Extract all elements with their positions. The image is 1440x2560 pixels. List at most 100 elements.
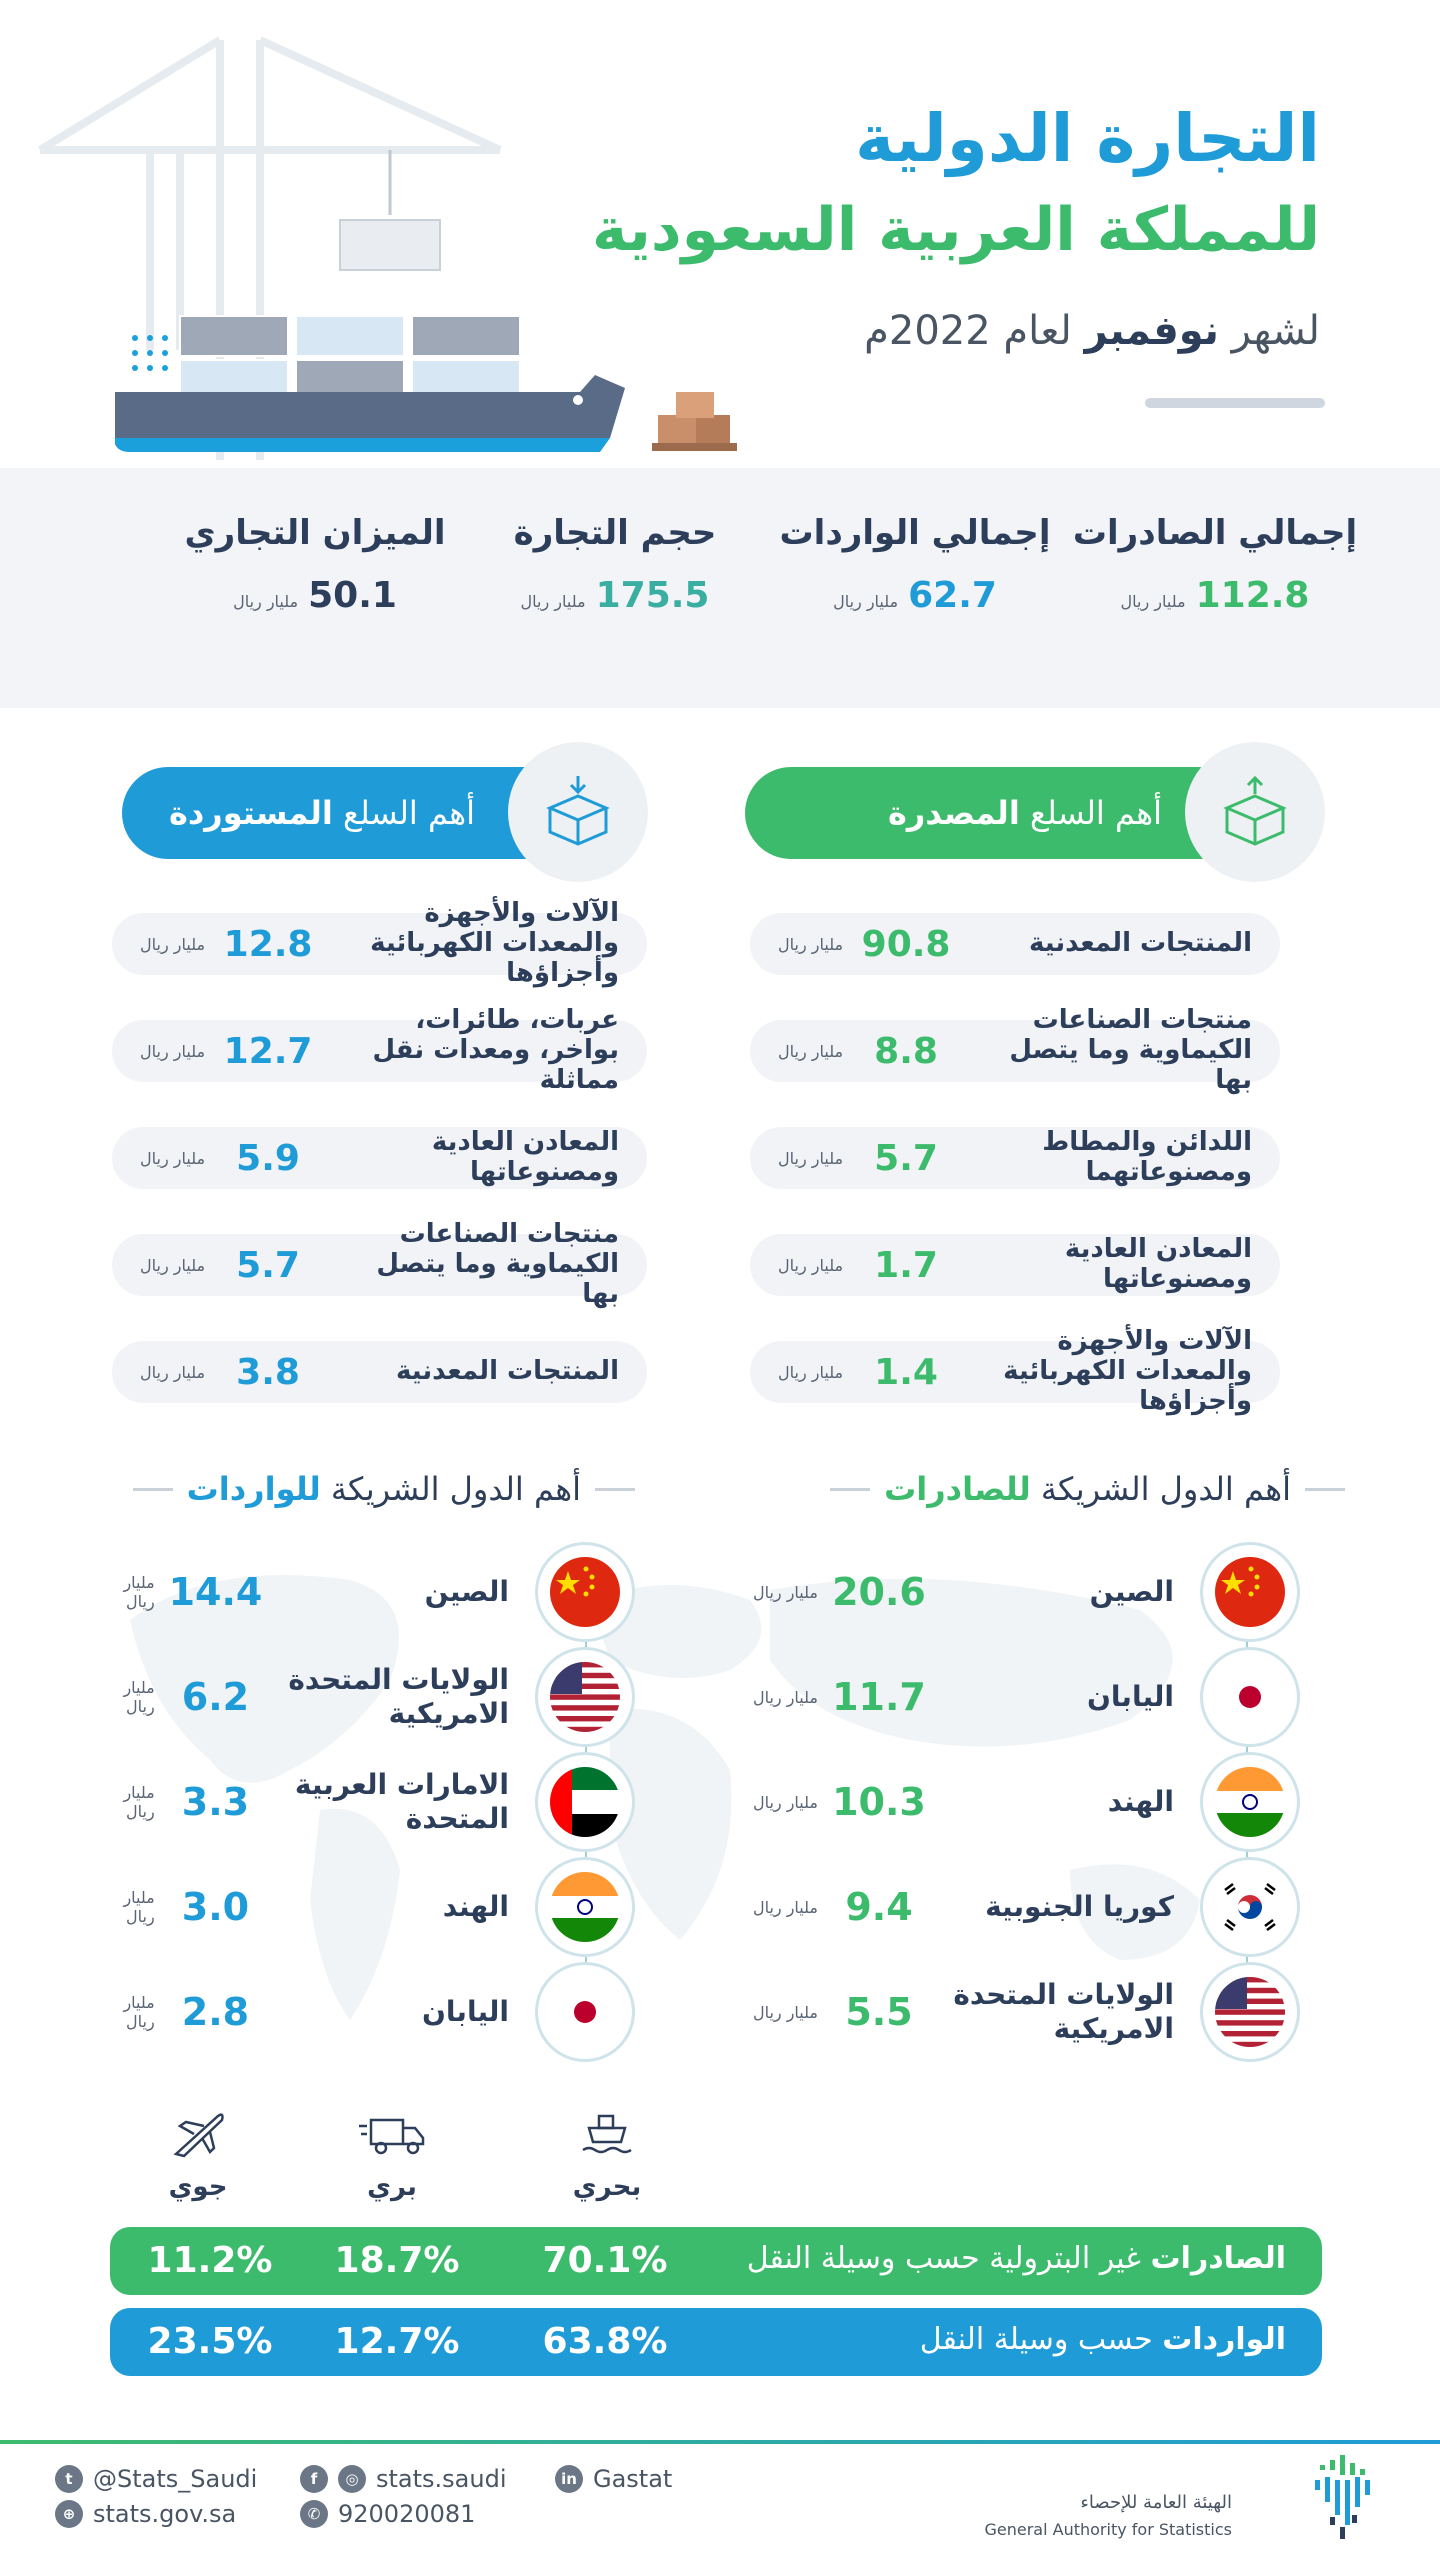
india-flag-icon (1215, 1767, 1285, 1837)
export-partner-item: كوريا الجنوبية 9.4 مليار ريال (740, 1857, 1300, 1957)
org-name-english: General Authority for Statistics (984, 2520, 1232, 2539)
unit-label: مليار ريال (778, 1148, 844, 1168)
stat-imports: إجمالي الواردات 62.7 مليار ريال (770, 513, 1060, 616)
unit-label: مليار ريال (140, 1041, 206, 1061)
footer-website[interactable]: ⊕ stats.gov.sa (55, 2500, 236, 2528)
export-good-value: 5.7 (874, 1137, 938, 1179)
footer-website-text: stats.gov.sa (93, 2500, 237, 2528)
stat-imports-label: إجمالي الواردات (779, 513, 1051, 553)
stat-trade-balance: الميزان التجاري 50.1 مليار ريال (170, 513, 460, 616)
ship-icon (582, 2114, 632, 2154)
flag-frame (535, 1542, 635, 1642)
import-good-name: المنتجات المعدنية (396, 1356, 619, 1387)
footer-phone[interactable]: ✆ 920020081 (300, 2500, 475, 2528)
export-partners-title: أهم الدول الشريكة للصادرات (830, 1470, 1345, 1508)
stat-unit: مليار ريال (1120, 592, 1186, 611)
export-good-name: اللدائن والمطاط ومصنوعاتهما (1042, 1127, 1252, 1187)
title-dash (595, 1487, 635, 1491)
instagram-icon: ◎ (338, 2465, 366, 2493)
export-partner-item: الهند 10.3 مليار ريال (740, 1752, 1300, 1852)
world-map-background (130, 1575, 1200, 2020)
mode-air: جوي (143, 2110, 253, 2202)
export-good-name: المنتجات المعدنية (1029, 928, 1252, 959)
flag-frame (1200, 1962, 1300, 2062)
import-good-name: عربات، طائرات، بواخر، ومعدات نقل مماثلة (372, 1005, 619, 1095)
exports-transport-bar: الصادرات غير البترولية حسب وسيلة النقل 7… (110, 2227, 1322, 2295)
exports-transport-label-rest: غير البترولية حسب وسيلة النقل (746, 2241, 1141, 2276)
export-good-value: 1.4 (874, 1351, 938, 1393)
unit-label: مليار ريال (752, 2002, 818, 2022)
flag-frame (1200, 1857, 1300, 1957)
import-good-value: 5.9 (236, 1137, 300, 1179)
import-good-name: منتجات الصناعات الكيماوية وما يتصل بها (376, 1219, 619, 1309)
org-name-arabic: الهيئة العامة للإحصاء (1080, 2492, 1232, 2513)
south-korea-flag-icon (1215, 1872, 1285, 1942)
stat-exports-value: 112.8 (1195, 575, 1310, 616)
export-partner-name: الهند (1107, 1785, 1174, 1819)
export-good-item: الآلات والأجهزة والمعدات الكهربائية وأجز… (750, 1326, 1280, 1416)
exported-goods-title-bold: المصدرة (888, 794, 1020, 832)
export-good-value: 8.8 (874, 1030, 938, 1072)
unit-label: مليار ريال (752, 1582, 818, 1602)
import-good-name: المعادن العادية ومصنوعاتها (431, 1127, 619, 1187)
import-partner-item: اليابان 2.8 مليار ريال (90, 1962, 635, 2062)
export-good-value: 90.8 (861, 923, 951, 965)
exports-transport-label: الصادرات غير البترولية حسب وسيلة النقل (747, 2241, 1286, 2276)
stat-trade-balance-label: الميزان التجاري (184, 513, 446, 553)
footer-phone-number: 920020081 (338, 2500, 476, 2528)
import-good-item: عربات، طائرات، بواخر، ومعدات نقل مماثلة … (112, 1005, 647, 1095)
phone-icon: ✆ (300, 2500, 328, 2528)
unit-label: مليار ريال (778, 934, 844, 954)
unit-label: مليار ريال (752, 1687, 818, 1707)
page-title: التجارة الدولية (855, 100, 1320, 177)
export-good-value: 1.7 (874, 1244, 938, 1286)
import-partner-item: الصين 14.4 مليار ريال (90, 1542, 635, 1642)
export-good-name: الآلات والأجهزة والمعدات الكهربائية وأجز… (1003, 1326, 1252, 1416)
footer-social-handle: stats.saudi (376, 2465, 507, 2493)
unit-label: مليار ريال (123, 1678, 155, 1716)
stat-imports-value: 62.7 (908, 575, 997, 616)
import-partner-item: الامارات العربية المتحدة 3.3 مليار ريال (90, 1752, 635, 1852)
title-dash (1305, 1487, 1345, 1491)
footer-linkedin-handle: Gastat (593, 2465, 673, 2493)
page-subtitle-country: للمملكة العربية السعودية (591, 195, 1320, 265)
import-partner-name: الولايات المتحدة الامريكية (288, 1663, 509, 1730)
exports-sea-percent: 70.1% (542, 2240, 668, 2281)
import-partners-title-bold: للواردات (186, 1470, 321, 1508)
import-partner-value: 6.2 (181, 1675, 250, 1719)
import-partners-title: أهم الدول الشريكة للواردات (132, 1470, 635, 1508)
import-good-item: منتجات الصناعات الكيماوية وما يتصل بها 5… (112, 1219, 647, 1309)
footer-twitter[interactable]: t @Stats_Saudi (55, 2465, 257, 2493)
unit-label: مليار ريال (140, 1148, 206, 1168)
exports-land-percent: 18.7% (334, 2240, 460, 2281)
globe-icon: ⊕ (55, 2500, 83, 2528)
flag-frame (1200, 1647, 1300, 1747)
uae-flag-icon (550, 1767, 620, 1837)
export-good-item: المنتجات المعدنية 90.8 مليار ريال (750, 913, 1280, 975)
stat-trade-volume: حجم التجارة 175.5 مليار ريال (470, 513, 760, 616)
flag-frame (1200, 1752, 1300, 1852)
import-good-value: 3.8 (236, 1351, 300, 1393)
export-partner-name: الصين (1089, 1575, 1174, 1609)
import-partner-item: الولايات المتحدة الامريكية 6.2 مليار ريا… (90, 1647, 635, 1747)
import-good-item: المعادن العادية ومصنوعاتها 5.9 مليار ريا… (112, 1127, 647, 1189)
import-good-name: الآلات والأجهزة والمعدات الكهربائية وأجز… (370, 898, 619, 988)
export-good-item: منتجات الصناعات الكيماوية وما يتصل بها 8… (750, 1005, 1280, 1095)
footer-linkedin[interactable]: in Gastat (555, 2465, 672, 2493)
export-good-name: منتجات الصناعات الكيماوية وما يتصل بها (1009, 1005, 1252, 1095)
export-partner-name: الولايات المتحدة الامريكية (953, 1978, 1174, 2045)
japan-flag-icon (1215, 1662, 1285, 1732)
truck-icon (359, 2118, 425, 2155)
unit-label: مليار ريال (123, 1993, 155, 2031)
imports-transport-label-bold: الواردات (1162, 2322, 1286, 2357)
export-partners-title-bold: للصادرات (884, 1470, 1031, 1508)
footer-social[interactable]: f ◎ stats.saudi (300, 2465, 507, 2493)
import-good-value: 12.8 (223, 923, 313, 965)
flag-frame (535, 1857, 635, 1957)
china-flag-icon (550, 1557, 620, 1627)
export-partner-value: 20.6 (832, 1570, 926, 1614)
imports-transport-label-rest: حسب وسيلة النقل (919, 2322, 1153, 2357)
linkedin-icon: in (555, 2465, 583, 2493)
twitter-icon: t (55, 2465, 83, 2493)
import-partner-name: الصين (424, 1575, 509, 1609)
